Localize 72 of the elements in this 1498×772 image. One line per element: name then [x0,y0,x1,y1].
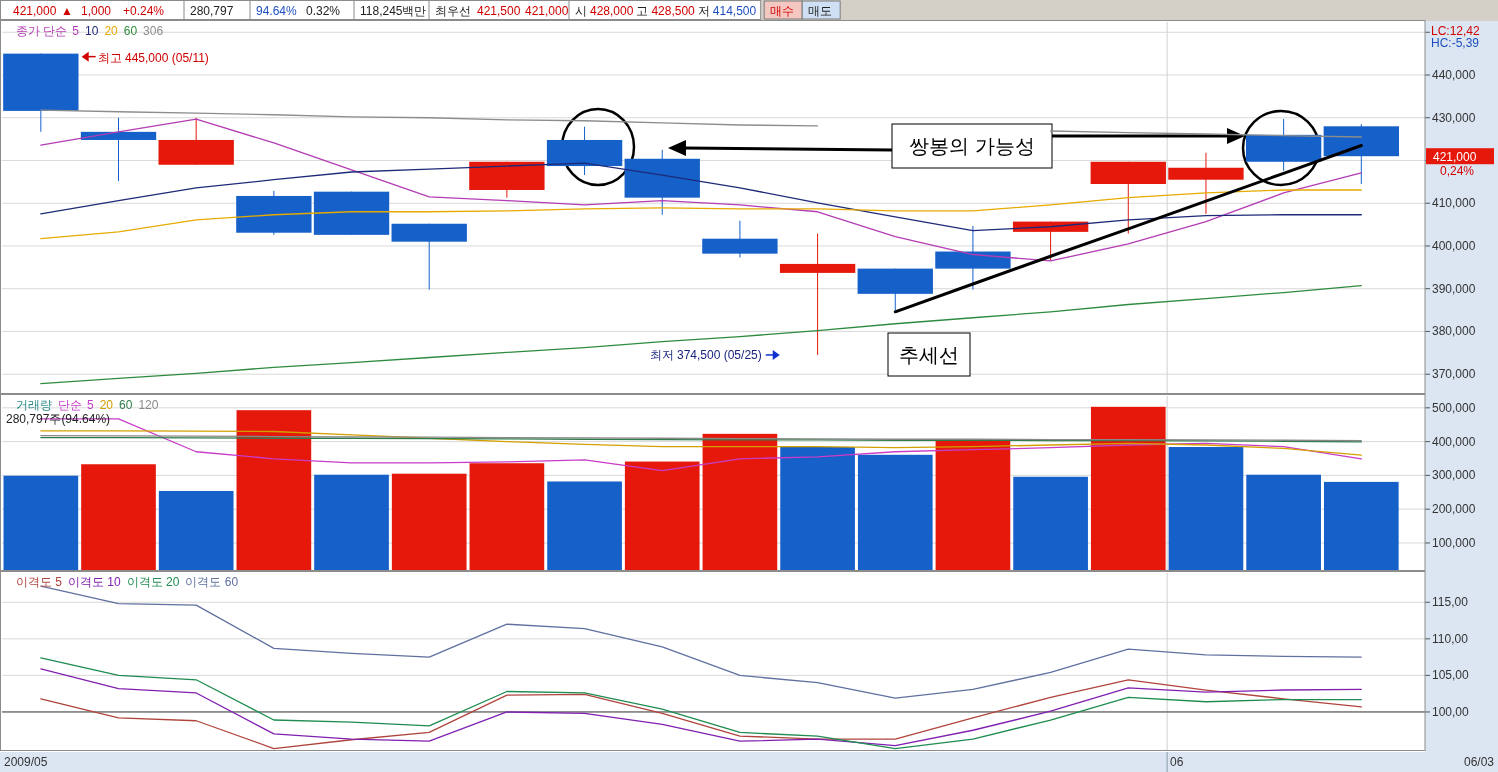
series-label: 120 [138,398,159,412]
annotation: 최저 374,500 (05/25) [649,347,762,362]
annotation: 거래량 [16,398,52,412]
y-tick-label: 440,000 [1432,68,1476,82]
text: 280,797 [190,4,234,18]
text: 06/03 [1463,755,1495,769]
y-tick-label: 380,000 [1432,324,1476,339]
text: 428,000 [590,4,634,18]
text: 매수 [770,4,795,18]
y-tick-label: 390,000 [1432,281,1476,296]
text: 421,000 [1433,150,1477,165]
annotation: 쌍봉의 가능성 [909,135,1035,157]
text: 06 [1170,755,1184,769]
text: +0.24% [123,4,165,18]
annotation: 추세선 [899,344,959,366]
y-tick-label: 370,000 [1432,367,1476,382]
text: HC:-5,39 [1431,36,1480,50]
text: 20 [104,24,119,38]
annotation: 최고 445,000 (05/11) [97,50,209,65]
line-series [40,285,1362,385]
line-series [40,657,1362,750]
text: 60 [123,24,138,38]
text: 1,000 [81,4,112,18]
text: 2009/05 [4,755,48,769]
text: ▲ [61,4,73,18]
text: 421,000 [525,4,569,18]
series-label: 이격도 60 [185,575,239,589]
text: 10 [85,24,99,38]
text: 414,500 [712,4,757,18]
y-tick-label: 300,000 [1432,468,1476,483]
text: 118,245백만 [360,4,427,18]
legend-title: 단순 [58,398,82,412]
candlestick [80,117,157,182]
text: 최우선 [435,4,471,18]
y-tick-label: 200,000 [1432,502,1476,517]
y-tick-label: 410,000 [1432,196,1476,211]
text: 0,24% [1440,164,1475,179]
series-label: 20 [99,398,114,412]
text: 60 [119,398,133,412]
text: 매도 [808,4,833,18]
line-series [40,668,1362,747]
text: 시 [575,4,587,18]
text: 421,000 [13,4,57,18]
text: LC:12,42 [1431,24,1481,38]
y-tick-label: 400,000 [1432,434,1476,449]
y-tick-label: 105,00 [1432,668,1470,683]
text: 저 [697,4,710,18]
y-tick-label: 100,000 [1432,535,1476,550]
text: 0.32% [306,4,341,18]
line-series [40,162,1362,232]
line-series [40,118,1362,262]
text: 이격도 20 [126,575,180,589]
text: 5 [72,24,80,38]
series-label: 5 [87,398,94,412]
text: 이격도 5 [16,575,63,589]
y-tick-label: 110,00 [1432,631,1469,646]
y-tick-label: 100,00 [1432,704,1470,719]
text: 306 [143,24,164,38]
text: 428,500 [651,4,696,18]
y-tick-label: 430,000 [1432,110,1476,125]
text: 이격도 10 [68,575,122,589]
y-tick-label: 115,00 [1432,595,1469,610]
legend-title: 종가 단순 [16,24,68,38]
line-series [40,679,1362,750]
text: 94.64% [256,4,298,18]
y-tick-label: 400,000 [1432,238,1476,253]
line-series [40,189,1362,240]
text: 421,500 [477,4,521,18]
line-series [40,430,1362,456]
candlestick [779,233,856,356]
text: 고 [636,4,649,18]
y-tick-label: 500,000 [1432,400,1476,415]
